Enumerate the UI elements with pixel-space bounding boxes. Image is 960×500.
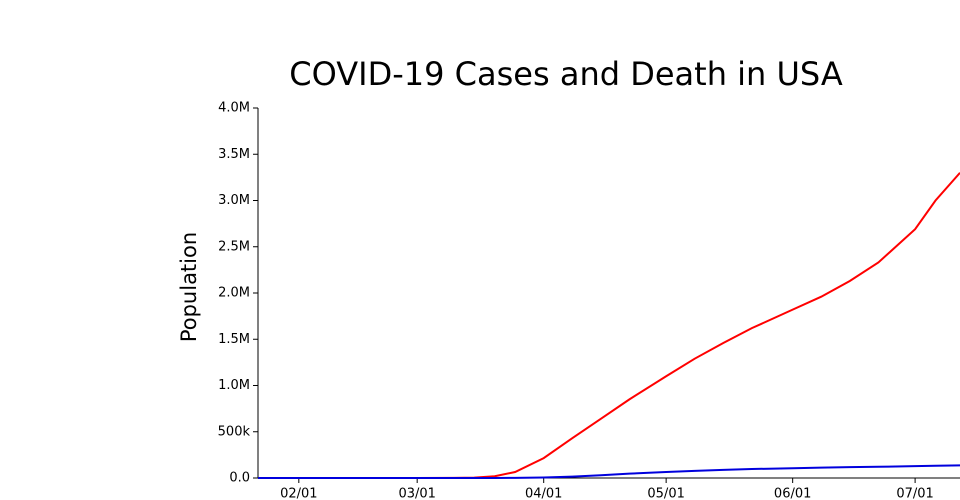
x-tick-label: 07/01	[896, 487, 933, 500]
y-tick-label: 2.0M	[218, 286, 250, 301]
y-tick-label: 2.5M	[218, 239, 250, 254]
chart-title: COVID-19 Cases and Death in USA	[289, 55, 843, 93]
x-tick-label: 02/01	[280, 487, 317, 500]
data-line	[258, 464, 960, 479]
y-tick-label: 0.0	[229, 471, 250, 486]
y-tick-label: 1.0M	[218, 378, 250, 393]
x-tick-label: 05/01	[647, 487, 684, 500]
x-tick-label: 06/01	[774, 487, 811, 500]
y-axis-title: Population	[177, 232, 201, 342]
x-tick-label: 03/01	[398, 487, 435, 500]
y-tick-label: 4.0M	[218, 101, 250, 116]
x-tick-label: 04/01	[525, 487, 562, 500]
data-line	[258, 172, 960, 479]
y-tick-label: 3.0M	[218, 193, 250, 208]
y-tick-label: 3.5M	[218, 147, 250, 162]
y-tick-label: 500k	[218, 424, 251, 439]
y-tick-label: 1.5M	[218, 332, 250, 347]
